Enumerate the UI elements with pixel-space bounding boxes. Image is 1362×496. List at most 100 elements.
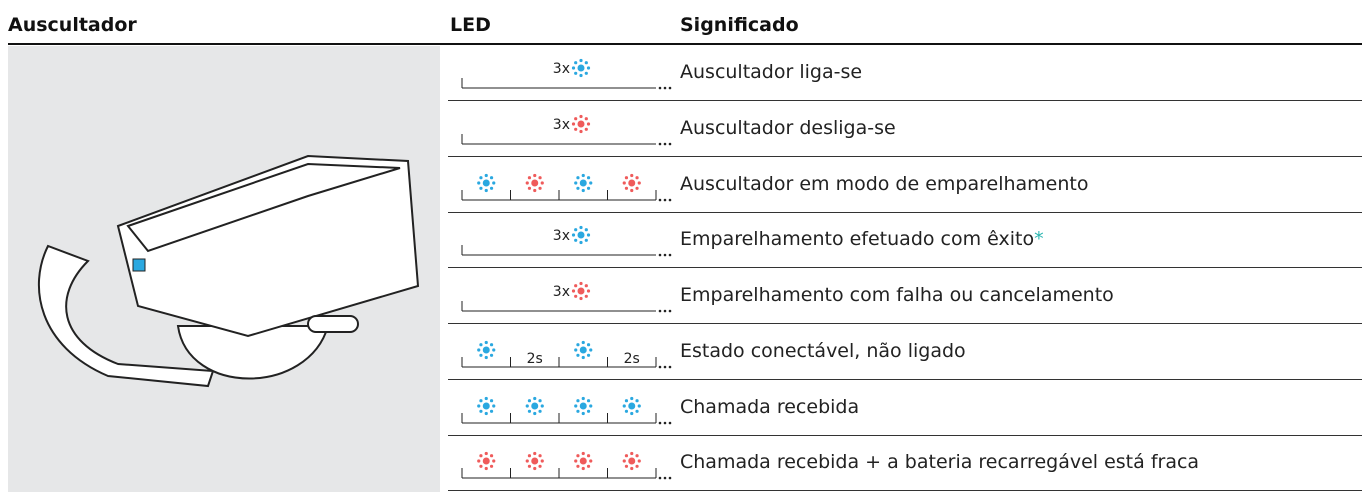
- led-ray: [576, 409, 580, 413]
- continuation-dot: [663, 253, 667, 257]
- led-ray: [624, 409, 629, 413]
- led-ray: [538, 454, 542, 458]
- led-ray: [477, 348, 481, 352]
- led-ray: [492, 348, 496, 352]
- led-pattern: [461, 173, 672, 201]
- led-pattern: [461, 452, 672, 480]
- led-core: [628, 402, 636, 409]
- led-ray: [477, 403, 481, 408]
- led-core: [579, 457, 587, 465]
- led-core: [482, 402, 490, 409]
- led-core: [531, 402, 539, 409]
- led-ray: [484, 396, 488, 400]
- led-ray: [538, 409, 542, 413]
- led-ray: [574, 228, 578, 232]
- led-ray: [579, 114, 583, 118]
- led-ray: [484, 188, 488, 192]
- led-ray: [637, 403, 641, 408]
- led-ray: [584, 284, 588, 288]
- headset-illustration: [8, 46, 440, 492]
- led-ray: [484, 173, 488, 177]
- led-ray: [574, 180, 578, 185]
- continuation-dot: [658, 421, 662, 424]
- led-ray: [581, 355, 585, 359]
- meaning: Estado conectável, não ligado: [680, 340, 966, 362]
- led-ray: [489, 454, 494, 458]
- led-pattern: 3x: [461, 226, 672, 257]
- continuation-dot: [658, 476, 662, 480]
- led-ray: [492, 459, 496, 463]
- led-ray: [489, 409, 494, 413]
- led-ray: [479, 186, 483, 190]
- led-ray: [576, 464, 580, 469]
- led-ray: [630, 173, 634, 177]
- led-core: [482, 346, 490, 354]
- led-ray: [525, 180, 529, 185]
- led-ray: [484, 340, 488, 344]
- led-ray: [527, 409, 532, 413]
- led-ray: [624, 454, 629, 458]
- led-ray: [571, 289, 576, 293]
- meaning: Chamada recebida: [680, 396, 859, 418]
- led-core: [482, 179, 490, 186]
- led-window: [132, 258, 146, 272]
- led-ray: [586, 233, 591, 237]
- led-ray: [576, 398, 580, 402]
- led-ray: [477, 459, 481, 463]
- led-ray: [489, 175, 494, 179]
- led-ray: [586, 66, 591, 70]
- led-ray: [574, 348, 578, 352]
- led-ray: [574, 403, 578, 408]
- meaning: Auscultador desliga-se: [680, 117, 896, 139]
- led-ray: [479, 175, 483, 179]
- led-ray: [533, 188, 537, 192]
- meaning-text: Chamada recebida + a bateria recarregáve…: [680, 451, 1200, 474]
- led-ray: [574, 459, 578, 463]
- interval-label: 2s: [624, 351, 640, 367]
- led-core: [628, 179, 636, 186]
- led-ray: [489, 398, 494, 402]
- led-ray: [635, 175, 639, 179]
- led-ray: [579, 281, 583, 286]
- table-row: Chamada recebida + a bateria recarregáve…: [448, 436, 1362, 492]
- led-ray: [479, 398, 483, 402]
- led-ray: [581, 452, 585, 456]
- led-core: [628, 457, 636, 465]
- led-ray: [538, 186, 542, 190]
- led-ray: [586, 342, 591, 347]
- led-core: [577, 64, 585, 72]
- led-ray: [571, 122, 576, 126]
- led-ray: [630, 188, 634, 192]
- led-ray: [571, 66, 576, 70]
- led-ray: [622, 403, 626, 408]
- led-ray: [630, 396, 634, 400]
- led-ray: [635, 464, 639, 469]
- continuation-dot: [668, 365, 672, 369]
- meaning: Chamada recebida + a bateria recarregáve…: [680, 451, 1199, 473]
- table-row: 3x Emparelhamento com falha ou cancelamen…: [448, 269, 1362, 324]
- led-ray: [533, 396, 537, 400]
- continuation-dot: [663, 365, 667, 369]
- led-ray: [538, 464, 542, 469]
- continuation-dot: [668, 198, 672, 201]
- led-ray: [584, 71, 588, 75]
- repeat-label: 3x: [553, 284, 570, 300]
- continuation-dot: [658, 198, 662, 201]
- button: [307, 315, 359, 333]
- meaning: Auscultador em modo de emparelhamento: [680, 173, 1088, 195]
- led-ray: [527, 398, 532, 402]
- led-core: [577, 120, 585, 128]
- led-ray: [527, 464, 532, 469]
- footnote-mark: *: [1034, 228, 1044, 251]
- led-ray: [635, 186, 639, 190]
- led-ray: [584, 116, 588, 121]
- table-row: 3x Emparelhamento efetuado com êxito*: [448, 213, 1362, 269]
- led-ray: [624, 398, 629, 402]
- continuation-dot: [663, 86, 667, 90]
- continuation-dot: [658, 365, 662, 369]
- meaning-text: Emparelhamento com falha ou cancelamento: [680, 284, 1114, 306]
- led-ray: [635, 398, 639, 402]
- ear-piece: [176, 325, 330, 380]
- led-ray: [574, 116, 578, 121]
- led-ray: [637, 459, 641, 463]
